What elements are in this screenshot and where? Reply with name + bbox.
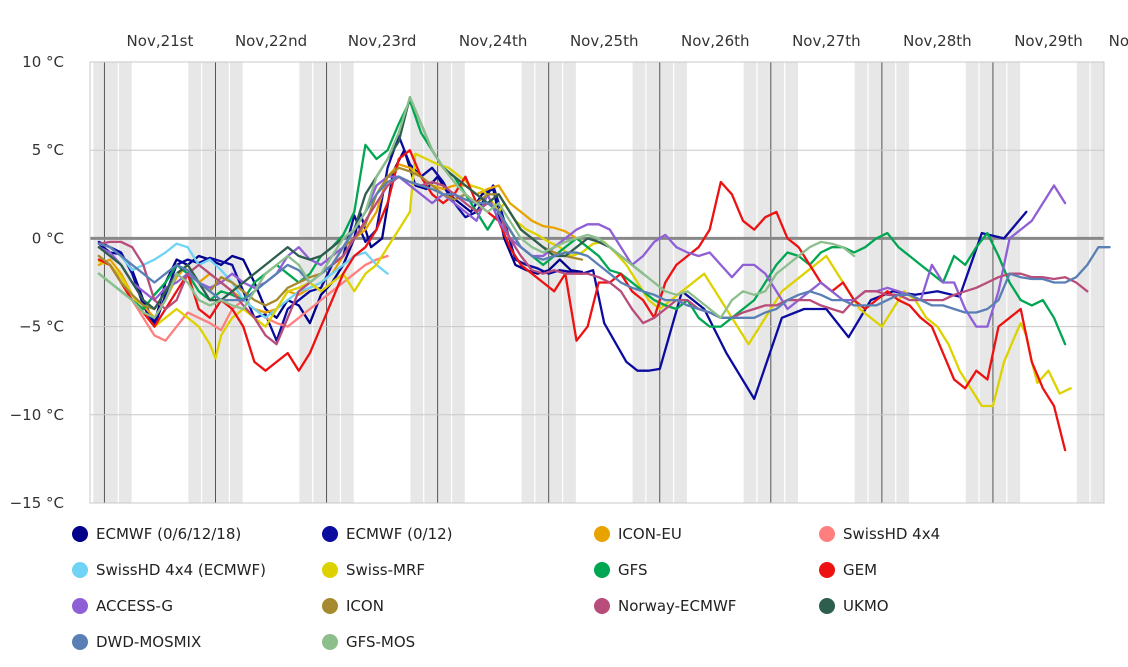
legend-label: DWD-MOSMIX: [96, 633, 202, 651]
legend-item[interactable]: GEM: [819, 561, 877, 579]
date-label: Nov,25th: [570, 32, 639, 50]
legend-label: ECMWF (0/12): [346, 525, 453, 543]
legend-item[interactable]: SwissHD 4x4 (ECMWF): [72, 561, 266, 579]
y-tick-label: −15 °C: [10, 494, 64, 512]
legend-swatch: [72, 598, 88, 614]
legend-swatch: [322, 526, 338, 542]
y-tick-label: 5 °C: [32, 141, 64, 159]
legend-swatch: [594, 526, 610, 542]
date-label: Nov,22nd: [235, 32, 307, 50]
legend-item[interactable]: GFS: [594, 561, 648, 579]
date-label: Nov,27th: [792, 32, 861, 50]
date-label: Nov,29th: [1014, 32, 1083, 50]
legend-label: GFS: [618, 561, 648, 579]
series-line-12: [97, 175, 1111, 319]
series-line-11: [97, 96, 645, 311]
legend-label: SwissHD 4x4: [843, 525, 941, 543]
series-line-13: [97, 96, 856, 319]
y-tick-label: −5 °C: [19, 318, 64, 336]
legend-label: UKMO: [843, 597, 889, 615]
series-line-1: [97, 134, 1028, 401]
legend-swatch: [819, 526, 835, 542]
legend-label: ICON: [346, 597, 384, 615]
legend-swatch: [819, 562, 835, 578]
date-label: Nov,30th: [1109, 32, 1128, 50]
date-label: Nov,28th: [903, 32, 972, 50]
legend-label: GEM: [843, 561, 878, 579]
legend-swatch: [322, 562, 338, 578]
legend-item[interactable]: ECMWF (0/12): [322, 525, 453, 543]
plot-frame: [89, 61, 1105, 504]
legend-item[interactable]: Norway-ECMWF: [594, 597, 736, 615]
legend-label: ACCESS-G: [96, 597, 174, 615]
legend-label: ICON-EU: [618, 525, 682, 543]
series-lines: [97, 96, 1111, 452]
legend-swatch: [819, 598, 835, 614]
series-line-5: [97, 152, 1072, 408]
legend-swatch: [72, 526, 88, 542]
legend-label: Norway-ECMWF: [618, 597, 737, 615]
legend-item[interactable]: SwissHD 4x4: [819, 525, 940, 543]
date-label: Nov,26th: [681, 32, 750, 50]
date-label: Nov,24th: [459, 32, 528, 50]
legend-item[interactable]: DWD-MOSMIX: [72, 633, 201, 651]
axis-labels: 10 °C 5 °C 0 °C −5 °C −10 °C −15 °C Nov,21st No…: [10, 32, 1128, 512]
y-tick-label: −10 °C: [10, 406, 64, 424]
legend-swatch: [322, 634, 338, 650]
legend-item[interactable]: UKMO: [819, 597, 889, 615]
legend-item[interactable]: ECMWF (0/6/12/18): [72, 525, 241, 543]
legend-swatch: [72, 562, 88, 578]
legend-swatch: [72, 634, 88, 650]
legend-item[interactable]: ICON: [322, 597, 384, 615]
date-label: Nov,23rd: [348, 32, 417, 50]
legend-item[interactable]: GFS-MOS: [322, 633, 415, 651]
y-tick-label: 10 °C: [22, 53, 64, 71]
legend-swatch: [322, 598, 338, 614]
legend-label: ECMWF (0/6/12/18): [96, 525, 242, 543]
legend-item[interactable]: ACCESS-G: [72, 597, 173, 615]
y-tick-label: 0 °C: [32, 229, 64, 247]
legend-item[interactable]: Swiss-MRF: [322, 561, 425, 579]
legend-swatch: [594, 598, 610, 614]
legend-label: GFS-MOS: [346, 633, 416, 651]
series-line-7: [97, 149, 1067, 452]
legend-label: Swiss-MRF: [346, 561, 425, 579]
temperature-chart: 10 °C 5 °C 0 °C −5 °C −10 °C −15 °C Nov,21st No…: [10, 32, 1128, 512]
legend-label: SwissHD 4x4 (ECMWF): [96, 561, 266, 579]
legend-swatch: [594, 562, 610, 578]
legend-item[interactable]: ICON-EU: [594, 525, 682, 543]
series-line-8: [97, 175, 1067, 328]
date-label: Nov,21st: [127, 32, 194, 50]
